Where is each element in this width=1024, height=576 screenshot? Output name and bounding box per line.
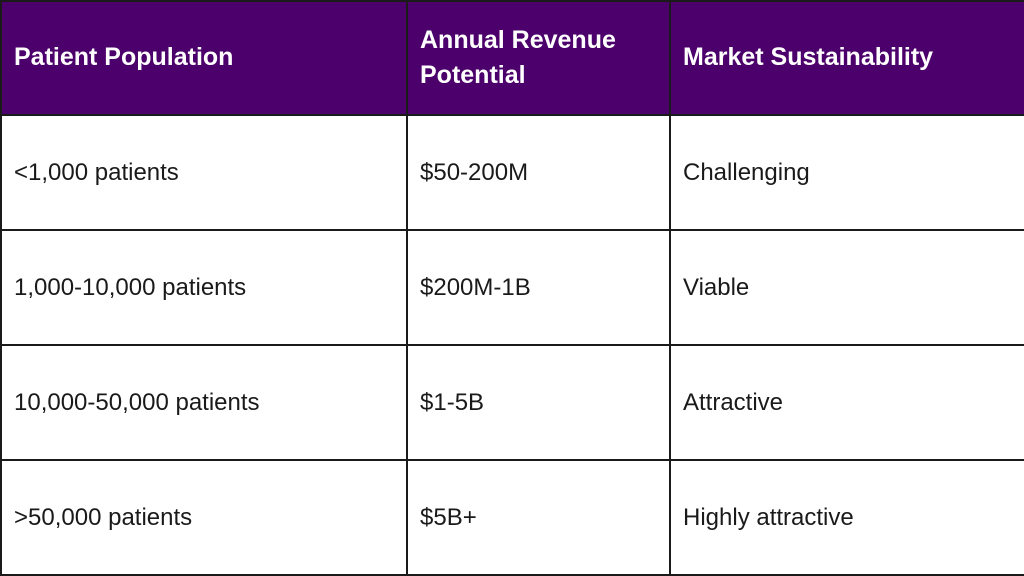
cell-annual-revenue: $50-200M bbox=[406, 114, 671, 231]
cell-annual-revenue: $200M-1B bbox=[406, 229, 671, 346]
cell-patient-population: 10,000-50,000 patients bbox=[0, 344, 408, 461]
column-header-patient-population: Patient Population bbox=[0, 0, 408, 116]
table-body: <1,000 patients $50-200M Challenging 1,0… bbox=[0, 114, 1024, 576]
cell-market-sustainability: Challenging bbox=[669, 114, 1024, 231]
table-row: 1,000-10,000 patients $200M-1B Viable bbox=[0, 229, 1024, 346]
column-header-market-sustainability: Market Sustainability bbox=[669, 0, 1024, 116]
column-header-annual-revenue-potential: Annual Revenue Potential bbox=[406, 0, 671, 116]
cell-market-sustainability: Attractive bbox=[669, 344, 1024, 461]
cell-patient-population: <1,000 patients bbox=[0, 114, 408, 231]
table-row: >50,000 patients $5B+ Highly attractive bbox=[0, 459, 1024, 576]
cell-patient-population: 1,000-10,000 patients bbox=[0, 229, 408, 346]
cell-patient-population: >50,000 patients bbox=[0, 459, 408, 576]
cell-annual-revenue: $1-5B bbox=[406, 344, 671, 461]
table-row: <1,000 patients $50-200M Challenging bbox=[0, 114, 1024, 231]
table-header: Patient Population Annual Revenue Potent… bbox=[0, 0, 1024, 116]
cell-annual-revenue: $5B+ bbox=[406, 459, 671, 576]
header-row: Patient Population Annual Revenue Potent… bbox=[0, 0, 1024, 116]
cell-market-sustainability: Highly attractive bbox=[669, 459, 1024, 576]
table-row: 10,000-50,000 patients $1-5B Attractive bbox=[0, 344, 1024, 461]
cell-market-sustainability: Viable bbox=[669, 229, 1024, 346]
